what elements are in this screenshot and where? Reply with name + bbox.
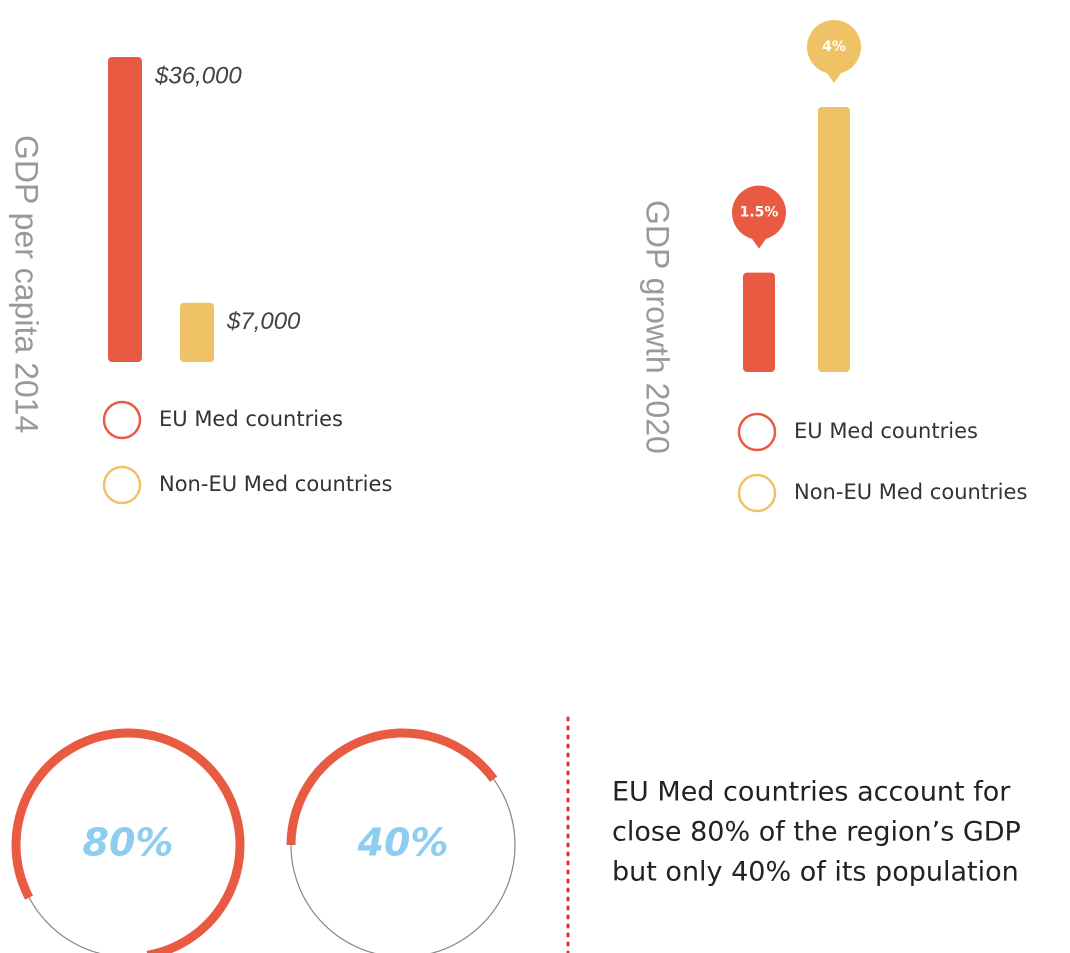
legend-label: EU Med countries <box>159 407 343 431</box>
pin <box>807 20 861 74</box>
gauge-label: 40% <box>357 821 449 865</box>
legend-swatch <box>737 473 777 513</box>
value-label: $7,000 <box>226 308 301 335</box>
legend-label: EU Med countries <box>794 419 978 443</box>
value-label: 1.5% <box>740 205 779 221</box>
legend-label: Non-EU Med countries <box>159 472 392 496</box>
legend-swatch <box>102 400 142 440</box>
gauge-arc <box>286 728 498 846</box>
pin <box>732 185 786 240</box>
value-label: 4% <box>822 39 846 55</box>
annotation: but only 40% of its population <box>612 857 1019 888</box>
bar <box>818 107 850 372</box>
legend-label: Non-EU Med countries <box>794 480 1027 504</box>
bar <box>108 57 142 362</box>
annotation: close 80% of the region’s GDP <box>612 817 1021 848</box>
axis-title: GDP per capita 2014 <box>9 135 45 433</box>
gauge-arc <box>11 728 245 953</box>
bar <box>743 272 775 372</box>
legend-swatch <box>737 412 777 452</box>
bar <box>180 302 214 362</box>
value-label: $36,000 <box>154 62 242 89</box>
legend-swatch <box>102 465 142 505</box>
gauge-label: 80% <box>83 821 174 865</box>
axis-title: GDP growth 2020 <box>640 200 676 454</box>
annotation: EU Med countries account for <box>612 777 1011 808</box>
